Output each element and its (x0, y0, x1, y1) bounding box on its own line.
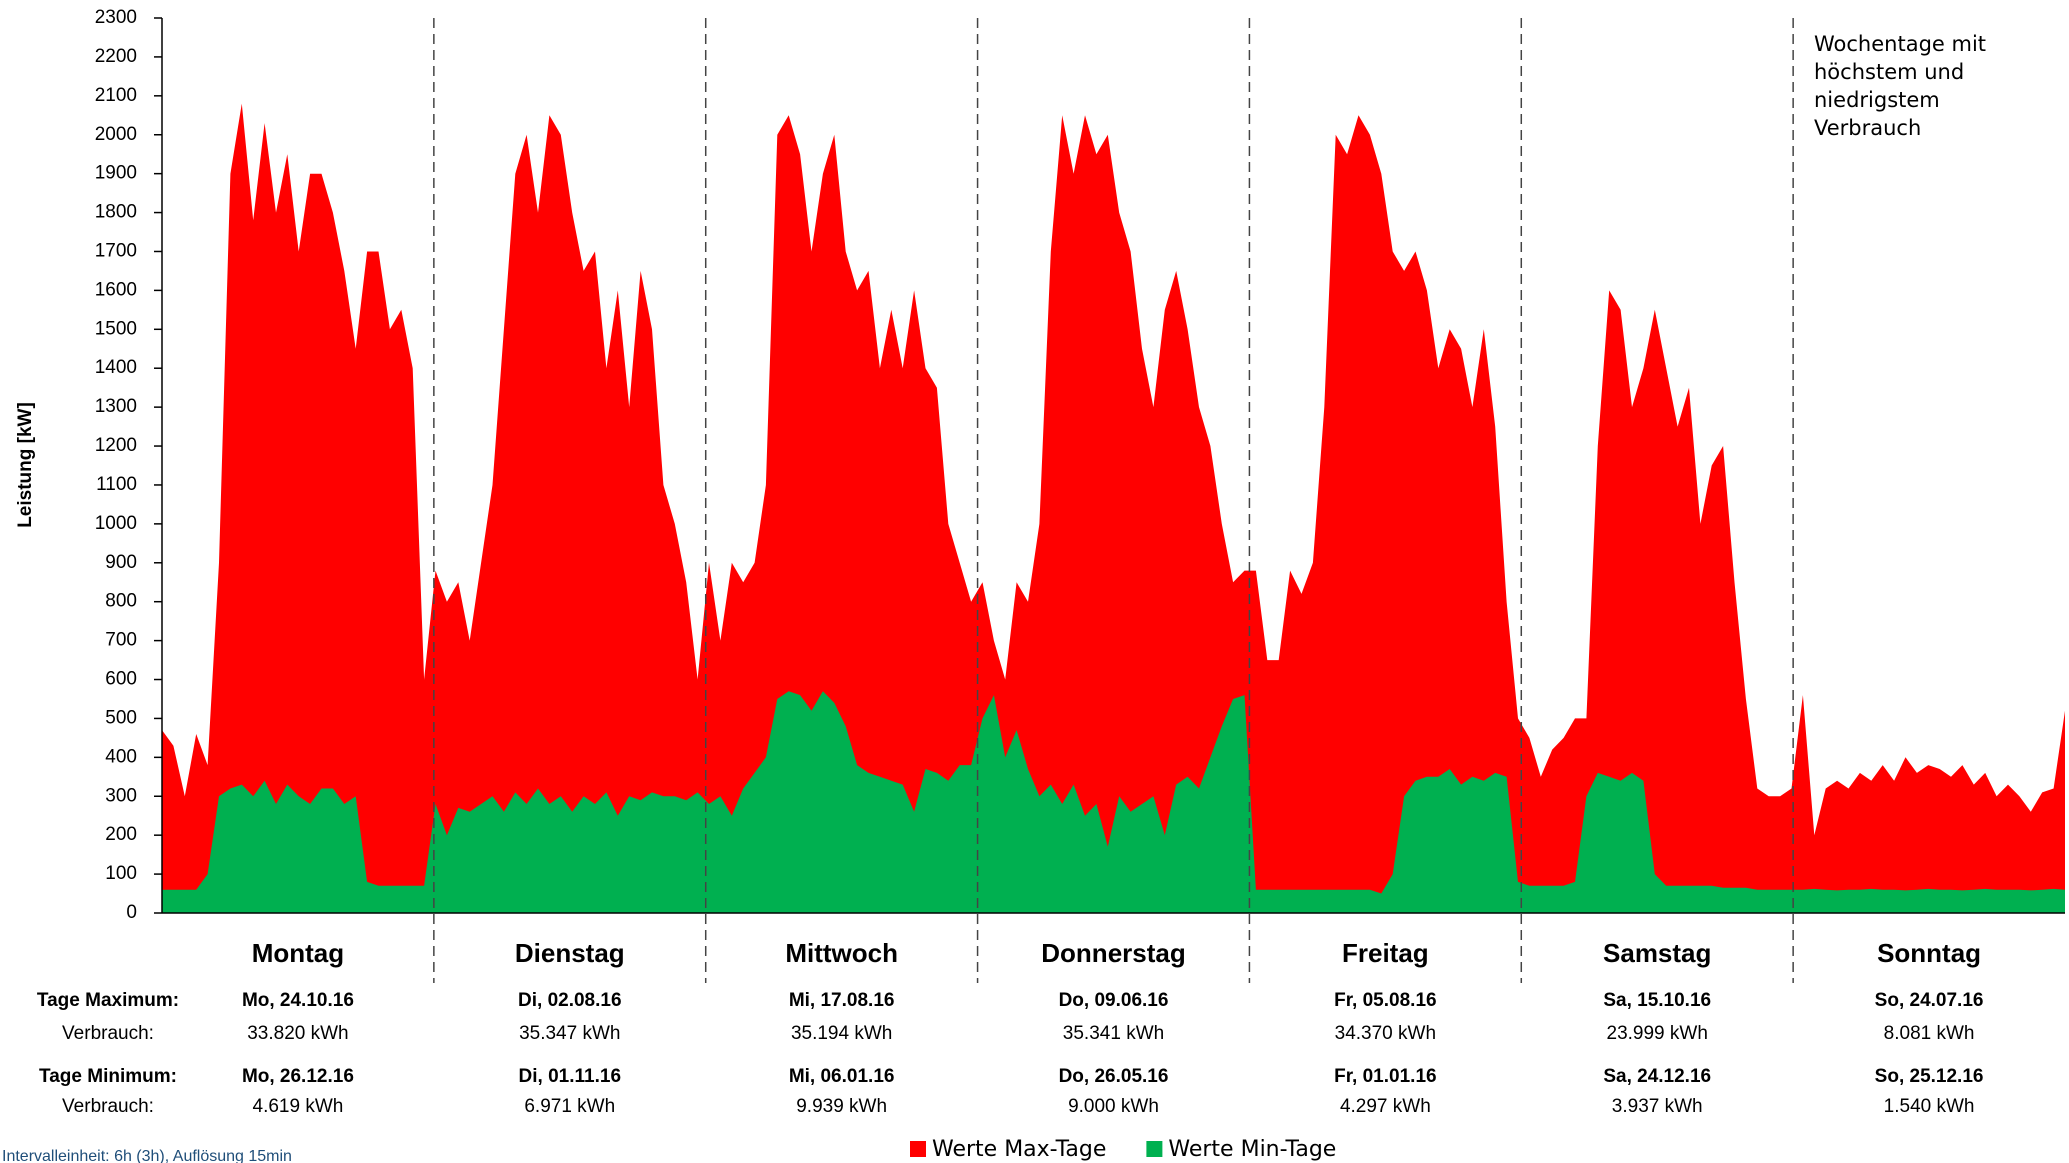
max-consumption: 34.370 kWh (1335, 1023, 1436, 1044)
annotation-box (1800, 26, 1980, 146)
min-consumption: 9.939 kWh (796, 1096, 887, 1117)
y-tick-label: 1300 (95, 396, 137, 417)
max-consumption: 33.820 kWh (247, 1023, 348, 1044)
legend-swatch (910, 1141, 926, 1157)
y-tick-label: 900 (105, 552, 137, 573)
day-label: Samstag (1603, 938, 1711, 968)
y-tick-label: 1100 (96, 474, 137, 495)
y-tick-label: 1200 (95, 435, 137, 456)
y-tick-label: 1000 (95, 513, 137, 534)
row-label: Verbrauch: (62, 1096, 154, 1117)
max-day: So, 24.07.16 (1875, 990, 1984, 1011)
y-tick-label: 400 (105, 746, 137, 767)
y-tick-label: 1900 (95, 163, 137, 184)
min-day: Fr, 01.01.16 (1334, 1066, 1436, 1087)
area (162, 103, 2065, 914)
day-label: Mittwoch (785, 938, 898, 968)
min-consumption: 1.540 kWh (1884, 1096, 1975, 1117)
min-day: Di, 01.11.16 (519, 1066, 621, 1087)
legend-swatch (1146, 1141, 1163, 1157)
y-tick-label: 2000 (95, 124, 137, 145)
max-day: Mi, 17.08.16 (789, 990, 895, 1011)
day-label: Montag (252, 938, 344, 968)
min-day: Do, 26.05.16 (1059, 1066, 1169, 1087)
annotation: höchstem und (1814, 60, 1964, 84)
day-label: Donnerstag (1041, 938, 1185, 968)
max-day: Di, 02.08.16 (518, 990, 622, 1011)
max-consumption: 35.347 kWh (519, 1023, 620, 1044)
day-label: Dienstag (515, 938, 625, 968)
min-consumption: 4.297 kWh (1340, 1096, 1431, 1117)
min-day: Mi, 06.01.16 (789, 1066, 895, 1087)
y-tick-label: 1400 (95, 357, 137, 378)
y-tick-label: 300 (105, 785, 137, 806)
min-day: So, 25.12.16 (1875, 1066, 1984, 1087)
max-day: Sa, 15.10.16 (1603, 990, 1711, 1011)
y-tick-label: 200 (105, 824, 137, 845)
y-tick-label: 700 (105, 630, 137, 651)
max-consumption: 8.081 kWh (1884, 1023, 1975, 1044)
annotation: niedrigstem (1814, 88, 1940, 112)
max-consumption: 23.999 kWh (1607, 1023, 1708, 1044)
y-tick-label: 800 (105, 591, 137, 612)
area (162, 691, 2065, 913)
y-tick-label: 1500 (95, 318, 137, 339)
min-day: Sa, 24.12.16 (1603, 1066, 1711, 1087)
min-consumption: 3.937 kWh (1612, 1096, 1703, 1117)
max-day: Do, 09.06.16 (1059, 990, 1169, 1011)
max-consumption: 35.194 kWh (791, 1023, 892, 1044)
y-tick-label: 100 (105, 863, 137, 884)
row-label: Verbrauch: (62, 1023, 154, 1044)
max-day: Mo, 24.10.16 (242, 990, 354, 1011)
y-tick-label: 2100 (95, 85, 137, 106)
min-consumption: 9.000 kWh (1068, 1096, 1159, 1117)
y-tick-label: 1600 (95, 279, 137, 300)
row-label: Tage Maximum: (37, 990, 179, 1011)
annotation: Wochentage mit (1814, 32, 1986, 56)
y-axis-label: Leistung [kW] (15, 402, 36, 528)
day-label: Sonntag (1877, 938, 1981, 968)
legend-label: Werte Min-Tage (1168, 1137, 1336, 1162)
y-tick-label: 1700 (95, 240, 137, 261)
row-label: Tage Minimum: (39, 1066, 177, 1087)
y-tick-label: 1800 (95, 202, 137, 223)
footnote: Intervalleinheit: 6h (3h), Auflösung 15m… (2, 1148, 292, 1163)
y-tick-label: 2300 (95, 7, 137, 28)
y-tick-label: 2200 (95, 46, 137, 67)
annotation: Verbrauch (1814, 116, 1921, 140)
max-consumption: 35.341 kWh (1063, 1023, 1164, 1044)
min-consumption: 6.971 kWh (524, 1096, 615, 1117)
min-day: Mo, 26.12.16 (242, 1066, 354, 1087)
y-tick-label: 600 (105, 669, 137, 690)
legend-label: Werte Max-Tage (932, 1137, 1106, 1162)
min-consumption: 4.619 kWh (253, 1096, 344, 1117)
y-tick-label: 0 (126, 902, 137, 923)
day-label: Freitag (1342, 938, 1429, 968)
y-tick-label: 500 (105, 707, 137, 728)
max-day: Fr, 05.08.16 (1334, 990, 1436, 1011)
